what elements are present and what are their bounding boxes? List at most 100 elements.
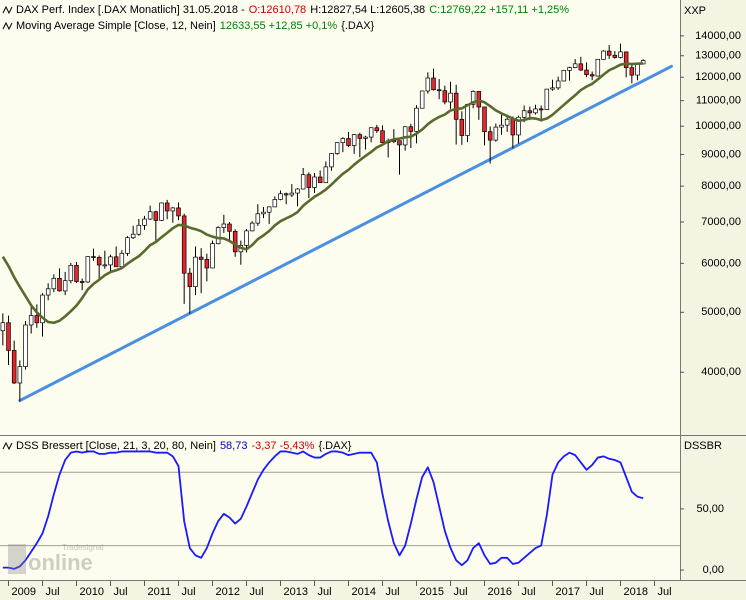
y-tick-label: 10000,00 [695, 120, 741, 132]
candle-body [431, 77, 436, 91]
indicator-icon [2, 21, 13, 31]
candle-body [210, 243, 215, 269]
candle-body [578, 63, 584, 71]
candle-body [181, 215, 187, 274]
candle-body [91, 256, 96, 258]
candle-body [567, 67, 572, 71]
candle-body [533, 108, 538, 114]
candle-body [0, 322, 6, 332]
x-tick-label: 2012 [216, 586, 240, 598]
candle-body [51, 277, 57, 290]
y-tick-label: 9000,00 [701, 148, 741, 160]
candle-body [589, 74, 595, 77]
y-tick-label: 14000,00 [695, 30, 741, 42]
y-tick-label: 50,00 [696, 503, 724, 515]
candle-body [493, 126, 499, 141]
y-tick-label: 8000,00 [701, 180, 741, 192]
candle-body [176, 207, 181, 217]
candle-body [159, 202, 164, 221]
candle-body [453, 92, 459, 120]
y-tick-label: 6000,00 [701, 257, 741, 269]
legend-text: O:12610,78 [249, 4, 307, 16]
candle-body [601, 50, 606, 60]
candle-body [113, 256, 119, 268]
candle-body [125, 237, 130, 254]
legend-name: Moving Average Simple [Close, 12, Nein] [16, 20, 216, 32]
candle-body [521, 110, 527, 118]
candle-body [419, 90, 425, 109]
x-tick-label: Jul [386, 586, 400, 598]
candle-body [283, 193, 289, 196]
candle-body [40, 294, 45, 324]
legend-line: DAX Perf. Index [.DAX Monatlich] 31.05.2… [16, 4, 569, 16]
candle-body [561, 69, 567, 82]
candle-body [555, 80, 561, 89]
candle-body [459, 118, 465, 136]
candle-body [408, 126, 414, 132]
x-tick-label: Jul [114, 586, 128, 598]
x-tick-label: Jul [590, 586, 604, 598]
candle-body [23, 324, 28, 367]
candle-body [221, 223, 227, 228]
candle-body [363, 136, 368, 139]
candle-body [204, 259, 210, 269]
candle-body [527, 110, 533, 114]
price-plot-bg [0, 0, 680, 435]
candle-body [278, 193, 283, 200]
candle-body [538, 108, 544, 111]
candle-body [635, 63, 640, 76]
legend-line: DSS Bressert [Close, 21, 3, 20, 80, Nein… [16, 440, 352, 452]
candle-body [57, 277, 62, 292]
candle-body [595, 58, 601, 77]
y-tick-label: 7000,00 [701, 216, 741, 228]
y-axis-bg [681, 0, 746, 580]
y-tick-label: 11000,00 [696, 95, 741, 107]
candle-body [629, 67, 635, 76]
watermark: Tradesignal online [8, 543, 104, 575]
candle-body [198, 256, 204, 260]
candle-body [17, 366, 23, 384]
candle-body [312, 176, 317, 188]
candle-body [261, 211, 266, 215]
x-tick-label: Jul [454, 586, 468, 598]
x-tick-label: Jul [182, 586, 196, 598]
candle-body [465, 103, 470, 136]
candle-body [623, 51, 629, 69]
candle-body [227, 223, 232, 232]
candle-body [6, 322, 11, 351]
legend-text: 12633,55 +12,85 +0,1% [220, 20, 338, 32]
x-tick-label: 2009 [12, 586, 36, 598]
series-line [1, 62, 644, 325]
x-axis-bg [0, 581, 746, 600]
price-axis-label: XXP [684, 5, 706, 17]
candle-body [499, 124, 504, 128]
x-tick-label: 2010 [80, 586, 104, 598]
candle-body [612, 54, 618, 58]
candle-body [544, 88, 550, 110]
candle-body [306, 174, 312, 188]
candle-body [402, 126, 408, 146]
candle-body [289, 192, 295, 196]
watermark-big: online [28, 550, 93, 575]
x-tick-label: Jul [522, 586, 536, 598]
legend-text: 58,73 [220, 440, 248, 452]
legend-text: DAX Perf. Index [.DAX Monatlich] 31.05.2… [16, 4, 245, 16]
legend-line: Moving Average Simple [Close, 12, Nein] 1… [16, 20, 375, 32]
candle-body [96, 256, 102, 266]
candle-body [153, 211, 159, 221]
x-tick-label: 2011 [148, 586, 172, 598]
candle-body [108, 256, 113, 266]
candle-body [11, 350, 17, 384]
candle-body [136, 224, 142, 235]
candle-body [584, 69, 589, 75]
candle-body [374, 127, 380, 132]
legend-text: {.DAX} [341, 20, 374, 32]
candle-body [442, 90, 448, 103]
candle-body [266, 206, 272, 213]
candle-body [170, 207, 176, 212]
indicator-icon [2, 5, 13, 15]
candle-body [187, 272, 193, 287]
legend-name: DSS Bressert [Close, 21, 3, 20, 80, Nein… [16, 440, 216, 452]
x-tick-label: Jul [318, 586, 332, 598]
candle-body [516, 116, 521, 136]
